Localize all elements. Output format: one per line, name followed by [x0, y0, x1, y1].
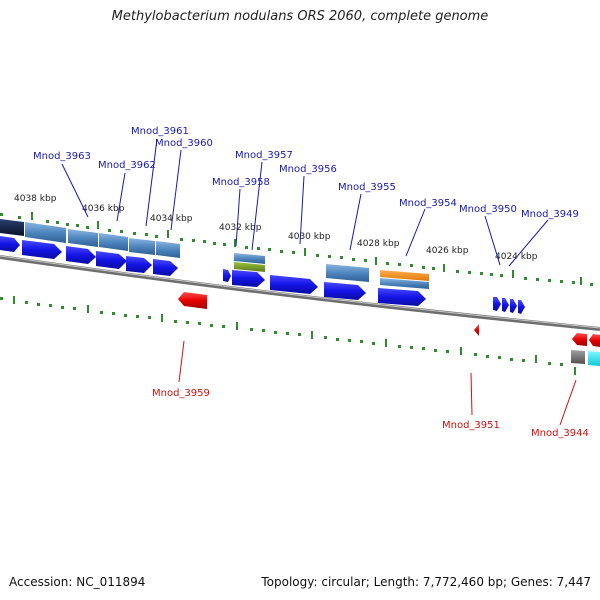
feature-3954-orange[interactable] [380, 270, 429, 281]
gene-arrow-3964[interactable] [0, 236, 20, 252]
gene-label-mnod-3950[interactable]: Mnod_3950 [459, 204, 517, 215]
tick-label-4038: 4038 kbp [14, 194, 57, 204]
feature-3960b[interactable] [156, 241, 180, 258]
tick-label-4034: 4034 kbp [150, 214, 193, 224]
feature-track [0, 219, 429, 289]
gene-arrow-3952[interactable] [493, 297, 501, 311]
gene-label-mnod-3959[interactable]: Mnod_3959 [152, 388, 210, 399]
feature-3955[interactable] [326, 264, 369, 282]
gene-label-mnod-3955[interactable]: Mnod_3955 [338, 182, 396, 193]
accession-info: Accession: NC_011894 [9, 575, 146, 589]
tick-label-4036: 4036 kbp [82, 204, 125, 214]
gene-label-mnod-3963[interactable]: Mnod_3963 [33, 151, 91, 162]
feature-cyan[interactable] [588, 351, 600, 366]
gene-arrow-3963[interactable] [22, 240, 62, 259]
reverse-strand-track [178, 292, 600, 366]
gene-label-mnod-3949[interactable]: Mnod_3949 [521, 209, 579, 220]
gene-arrow-3950[interactable] [510, 299, 517, 313]
gene-label-mnod-3961[interactable]: Mnod_3961 [131, 126, 189, 137]
gene-label-mnod-3951[interactable]: Mnod_3951 [442, 420, 500, 431]
gene-arrow-3956[interactable] [270, 275, 318, 294]
gene-arrow-3949[interactable] [518, 300, 525, 314]
tick-label-4030: 4030 kbp [288, 232, 331, 242]
gene-arrow-3957[interactable] [232, 270, 265, 287]
outer-scale-ruler [0, 212, 593, 286]
gene-label-mnod-3962[interactable]: Mnod_3962 [98, 160, 156, 171]
gene-arrow-3944a[interactable] [572, 333, 587, 346]
gene-arrow-3955[interactable] [324, 282, 366, 300]
gene-label-mnod-3957[interactable]: Mnod_3957 [235, 150, 293, 161]
inner-scale-ruler [0, 296, 576, 375]
gene-label-mnod-3954[interactable]: Mnod_3954 [399, 198, 457, 209]
gene-arrow-3954[interactable] [378, 288, 426, 306]
forward-strand-track [0, 236, 525, 314]
tick-label-4032: 4032 kbp [219, 223, 262, 233]
tick-label-4028: 4028 kbp [357, 239, 400, 249]
feature-3961[interactable] [99, 233, 128, 251]
genome-summary: Topology: circular; Length: 7,772,460 bp… [261, 575, 591, 589]
gene-arrow-3962[interactable] [66, 246, 96, 264]
gene-label-mnod-3960[interactable]: Mnod_3960 [155, 138, 213, 149]
feature-3962[interactable] [68, 229, 98, 247]
gene-label-mnod-3958[interactable]: Mnod_3958 [212, 177, 270, 188]
gene-arrow-3961[interactable] [96, 251, 127, 269]
gene-arrow-3959[interactable] [178, 292, 207, 309]
gene-arrow-3951[interactable] [474, 324, 479, 336]
gene-label-mnod-3944[interactable]: Mnod_3944 [531, 428, 589, 439]
gene-arrow-3960b[interactable] [153, 259, 178, 276]
feature-3957-olive[interactable] [234, 262, 265, 272]
feature-3954-blue[interactable] [380, 278, 429, 289]
tick-label-4026: 4026 kbp [426, 246, 469, 256]
gene-label-mnod-3956[interactable]: Mnod_3956 [279, 164, 337, 175]
forward-callouts [61, 138, 549, 267]
feature-3957-blue[interactable] [234, 253, 265, 264]
feature-3963[interactable] [25, 222, 66, 243]
feature-3960a[interactable] [129, 238, 155, 255]
feature-navy[interactable] [0, 219, 24, 236]
genome-backbone [0, 255, 600, 331]
map-title: Methylobacterium nodulans ORS 2060, comp… [111, 9, 489, 24]
reverse-callouts [178, 340, 577, 426]
gene-arrow-3958[interactable] [223, 269, 231, 282]
gene-arrow-3944b[interactable] [589, 334, 600, 347]
feature-gray[interactable] [571, 350, 585, 364]
gene-arrow-3960a[interactable] [126, 256, 152, 273]
gene-arrow-3951a[interactable] [502, 298, 509, 312]
